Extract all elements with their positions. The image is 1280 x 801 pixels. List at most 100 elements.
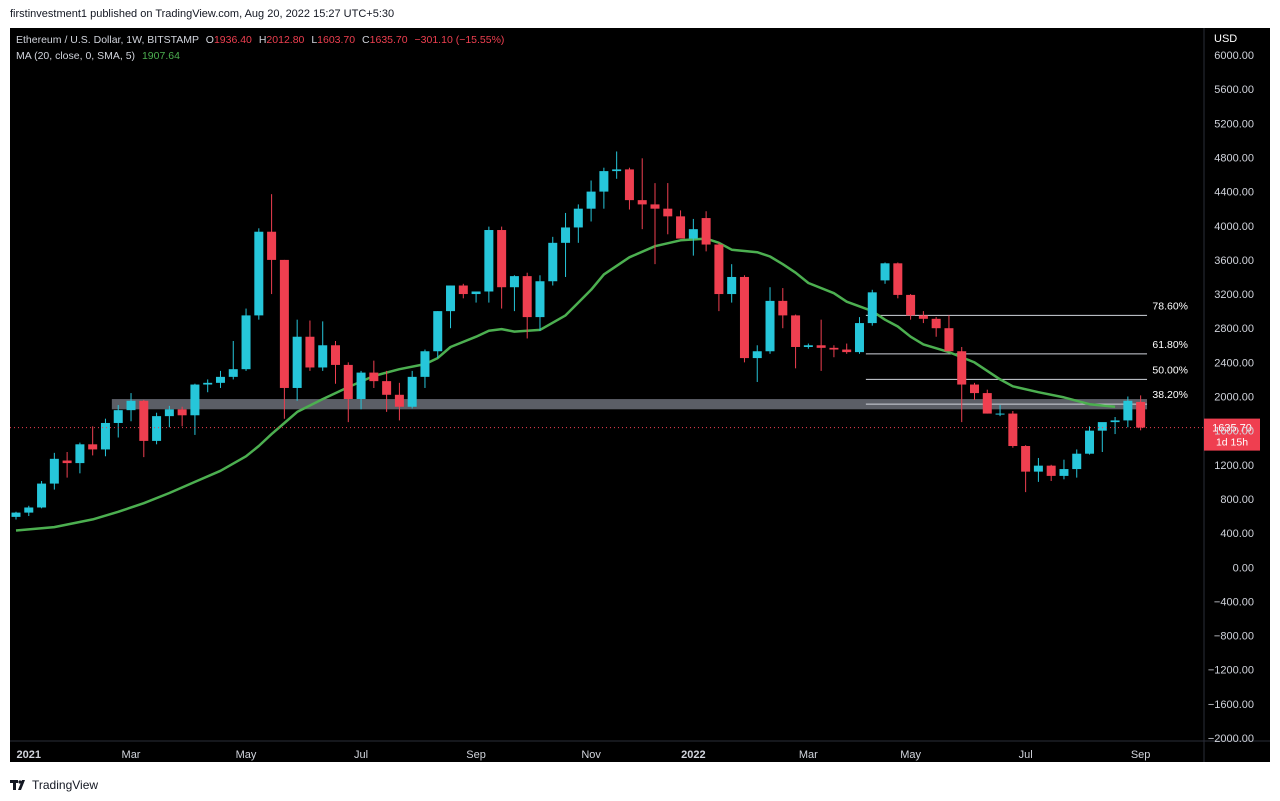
candle-down[interactable]: [369, 360, 379, 388]
candle-up[interactable]: [241, 308, 251, 371]
candle-down[interactable]: [1008, 411, 1018, 448]
candle-down[interactable]: [714, 242, 724, 312]
candle-down[interactable]: [816, 319, 826, 371]
candle-down[interactable]: [663, 183, 673, 235]
candle-up[interactable]: [190, 383, 200, 435]
candle-up[interactable]: [867, 289, 877, 326]
candle-up[interactable]: [407, 370, 417, 409]
candle-down[interactable]: [931, 317, 941, 337]
candle-down[interactable]: [1021, 445, 1031, 493]
candle-up[interactable]: [152, 412, 162, 445]
candle-down[interactable]: [331, 341, 340, 384]
support-zone-rect[interactable]: [111, 399, 1148, 410]
candle-down[interactable]: [394, 382, 404, 421]
candle-up[interactable]: [126, 393, 136, 422]
candle-up[interactable]: [49, 452, 59, 490]
candle-up[interactable]: [995, 405, 1005, 417]
candle-up[interactable]: [215, 370, 225, 388]
candle-up[interactable]: [484, 226, 494, 303]
tradingview-logo[interactable]: TradingView: [10, 778, 98, 792]
candle-down[interactable]: [1136, 395, 1146, 431]
candle-up[interactable]: [854, 317, 864, 354]
candle-up[interactable]: [164, 405, 174, 428]
candle-up[interactable]: [254, 228, 264, 320]
candle-up[interactable]: [356, 370, 366, 410]
candle-up[interactable]: [203, 379, 213, 393]
candle-down[interactable]: [778, 288, 788, 329]
candle-body: [471, 291, 481, 295]
candle-up[interactable]: [1097, 422, 1107, 452]
candle-down[interactable]: [62, 451, 72, 478]
candle-up[interactable]: [433, 311, 443, 359]
candle-up[interactable]: [573, 204, 583, 243]
candle-up[interactable]: [11, 511, 21, 520]
candle-up[interactable]: [318, 321, 328, 371]
candle-down[interactable]: [970, 382, 979, 400]
candle-down[interactable]: [637, 158, 647, 230]
candle-up[interactable]: [548, 236, 558, 286]
candle-down[interactable]: [791, 314, 801, 369]
candle-down[interactable]: [88, 426, 98, 456]
candle-up[interactable]: [612, 151, 622, 179]
candle-up[interactable]: [1059, 459, 1069, 480]
candle-up[interactable]: [113, 405, 123, 438]
time-axis[interactable]: 2021 Mar May Jul Sep Nov 2022 Mar May Jul Sep: [17, 749, 1151, 761]
candle-up[interactable]: [509, 275, 519, 312]
moving-average-line[interactable]: [15, 237, 1116, 532]
candle-down[interactable]: [343, 362, 353, 423]
candle-up[interactable]: [1123, 396, 1133, 428]
candle-down[interactable]: [701, 211, 711, 252]
price-axis[interactable]: USD 6000.00 5600.00 5200.00 4800.00 4400.00 4…: [1208, 33, 1254, 745]
candle-up[interactable]: [586, 180, 596, 222]
candle-up[interactable]: [292, 319, 302, 401]
candle-up[interactable]: [1110, 416, 1120, 435]
candle-down[interactable]: [522, 272, 532, 339]
candle-up[interactable]: [1033, 457, 1043, 482]
candle-up[interactable]: [1085, 426, 1095, 455]
candle-up[interactable]: [37, 481, 47, 509]
candle-down[interactable]: [918, 311, 928, 324]
candle-down[interactable]: [676, 210, 686, 239]
candle-up[interactable]: [803, 343, 813, 349]
candle-up[interactable]: [727, 264, 737, 303]
candle-down[interactable]: [893, 262, 903, 299]
candle-down[interactable]: [458, 283, 468, 299]
candle-up[interactable]: [561, 212, 571, 277]
time-axis-tick-label: May: [236, 749, 257, 761]
candle-down[interactable]: [906, 294, 916, 320]
candle-down[interactable]: [267, 194, 277, 295]
candle-down[interactable]: [177, 406, 187, 427]
candle-down[interactable]: [139, 399, 149, 458]
candle-down[interactable]: [982, 389, 992, 414]
candle-down[interactable]: [829, 345, 839, 358]
candle-down[interactable]: [624, 167, 634, 210]
candle-up[interactable]: [880, 262, 890, 284]
candle-down[interactable]: [279, 259, 289, 419]
candle-up[interactable]: [75, 442, 85, 474]
candle-down[interactable]: [842, 343, 852, 354]
candle-up[interactable]: [599, 167, 609, 209]
candle-down[interactable]: [650, 183, 660, 265]
candle-body: [267, 231, 277, 260]
candle-down[interactable]: [739, 275, 749, 363]
candle-down[interactable]: [957, 346, 967, 423]
candle-down[interactable]: [382, 370, 392, 412]
candle-down[interactable]: [1046, 464, 1056, 482]
candle-down[interactable]: [944, 315, 954, 352]
candle-up[interactable]: [100, 418, 110, 457]
candle-up[interactable]: [471, 291, 481, 303]
candle-up[interactable]: [24, 505, 34, 517]
candle-down[interactable]: [305, 320, 315, 371]
candle-up[interactable]: [688, 218, 698, 256]
candle-up[interactable]: [228, 341, 238, 380]
candle-up[interactable]: [446, 285, 456, 329]
candle-up[interactable]: [752, 345, 762, 382]
candle-up[interactable]: [535, 275, 545, 331]
candle-up[interactable]: [420, 349, 430, 388]
candle-body: [624, 169, 634, 201]
candle-up[interactable]: [765, 287, 775, 354]
last-price-badge[interactable]: [1204, 418, 1260, 451]
candle-down[interactable]: [497, 226, 507, 309]
candle-up[interactable]: [1072, 449, 1082, 478]
